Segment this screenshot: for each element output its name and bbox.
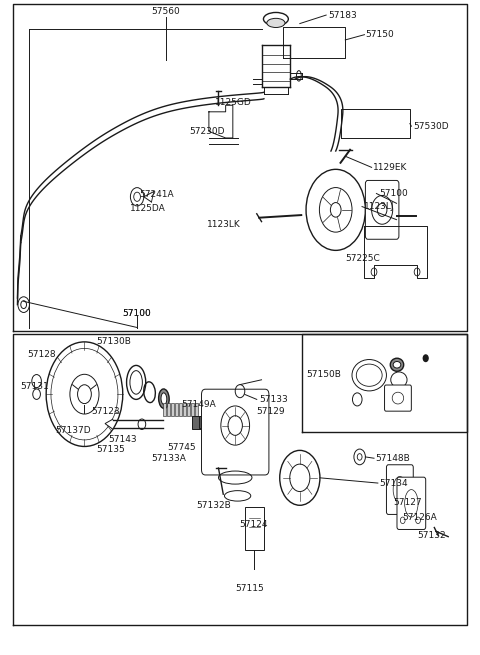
Text: 57137D: 57137D xyxy=(56,426,91,436)
Ellipse shape xyxy=(158,389,169,409)
FancyBboxPatch shape xyxy=(397,477,426,529)
Text: 57225C: 57225C xyxy=(345,253,380,263)
Text: 57133: 57133 xyxy=(259,395,288,404)
Text: 57133A: 57133A xyxy=(152,454,186,462)
Bar xyxy=(168,403,170,416)
Text: 57530D: 57530D xyxy=(413,122,449,131)
Bar xyxy=(199,417,207,428)
Text: 57150B: 57150B xyxy=(306,370,341,379)
Bar xyxy=(171,403,174,416)
Ellipse shape xyxy=(267,18,285,28)
FancyBboxPatch shape xyxy=(202,389,269,475)
Circle shape xyxy=(423,355,428,362)
Text: 57560: 57560 xyxy=(152,7,180,16)
Ellipse shape xyxy=(390,358,404,371)
Text: 57230D: 57230D xyxy=(190,127,225,136)
Text: 1129EK: 1129EK xyxy=(373,163,408,172)
Bar xyxy=(192,417,201,430)
Text: 57127: 57127 xyxy=(393,498,422,507)
Bar xyxy=(175,403,178,416)
Text: 57100: 57100 xyxy=(379,189,408,198)
Text: 1123LJ: 1123LJ xyxy=(363,202,394,211)
Text: 57143: 57143 xyxy=(108,436,137,445)
Text: 57129: 57129 xyxy=(257,407,286,416)
Polygon shape xyxy=(105,419,113,430)
Text: 57132: 57132 xyxy=(417,531,446,540)
Text: 57124: 57124 xyxy=(239,520,267,529)
Text: 57123: 57123 xyxy=(92,407,120,416)
Text: 1123LK: 1123LK xyxy=(206,219,240,229)
Text: 57745: 57745 xyxy=(167,443,196,452)
FancyBboxPatch shape xyxy=(386,465,413,514)
FancyBboxPatch shape xyxy=(365,180,399,239)
Bar xyxy=(187,403,190,416)
Text: 57150: 57150 xyxy=(365,30,394,39)
Text: 57241A: 57241A xyxy=(140,191,174,199)
Text: 57100: 57100 xyxy=(123,309,152,318)
Bar xyxy=(245,507,264,550)
Text: 57131: 57131 xyxy=(20,382,48,391)
Bar xyxy=(183,403,186,416)
Text: 57130B: 57130B xyxy=(96,337,132,346)
Text: 57148B: 57148B xyxy=(375,454,410,462)
Ellipse shape xyxy=(393,362,401,368)
Bar xyxy=(192,403,194,416)
Text: 57100: 57100 xyxy=(123,309,152,318)
Text: 57135: 57135 xyxy=(96,445,125,454)
Text: 57132B: 57132B xyxy=(196,501,231,510)
Bar xyxy=(180,403,182,416)
Text: 57183: 57183 xyxy=(328,10,357,20)
Text: 1125GD: 1125GD xyxy=(215,98,252,107)
FancyBboxPatch shape xyxy=(384,385,411,411)
Text: 57134: 57134 xyxy=(379,479,408,487)
Ellipse shape xyxy=(161,393,167,405)
Circle shape xyxy=(18,297,29,312)
Text: 1125DA: 1125DA xyxy=(130,204,166,213)
Bar xyxy=(163,403,166,416)
Text: 57149A: 57149A xyxy=(181,400,216,409)
Text: 57128: 57128 xyxy=(27,350,56,360)
Bar xyxy=(195,403,198,416)
Text: 57115: 57115 xyxy=(235,584,264,593)
Text: 57126A: 57126A xyxy=(403,513,437,521)
